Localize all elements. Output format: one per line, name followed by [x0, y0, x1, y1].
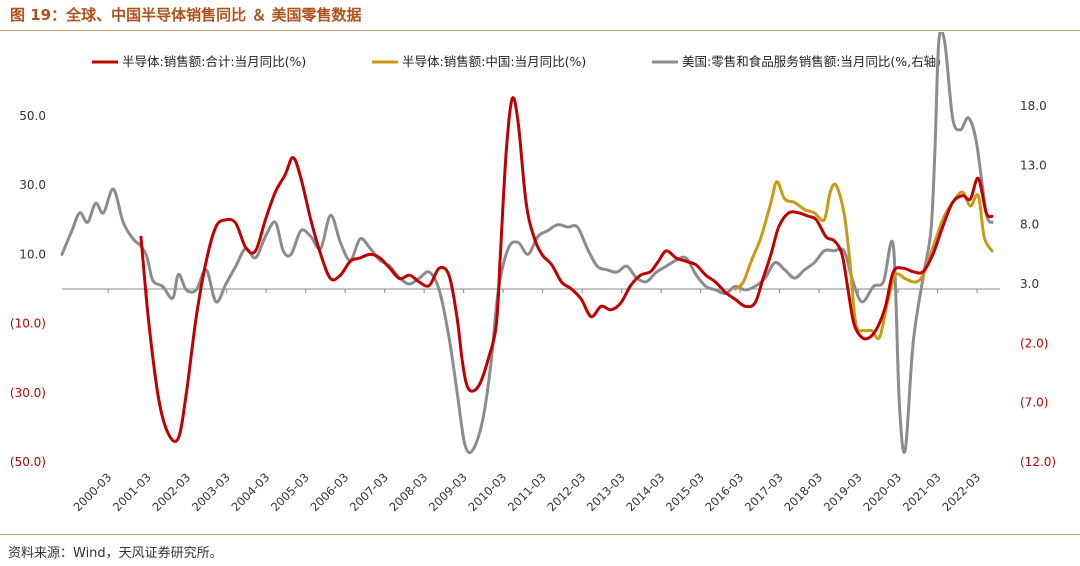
x-tick-label: 2006-03 — [307, 470, 351, 514]
x-tick-label: 2001-03 — [110, 470, 154, 514]
y-left-tick-label: (10.0) — [10, 317, 46, 331]
y-left-tick-label: 10.0 — [19, 247, 46, 261]
x-tick-label: 2013-03 — [584, 470, 628, 514]
x-tick-label: 2019-03 — [821, 470, 865, 514]
y-right-tick-label: 13.0 — [1020, 158, 1047, 172]
x-tick-label: 2016-03 — [702, 470, 746, 514]
legend-label: 美国:零售和食品服务销售额:当月同比(%,右轴) — [682, 54, 941, 69]
x-tick-label: 2022-03 — [939, 470, 983, 514]
x-tick-label: 2009-03 — [426, 470, 470, 514]
x-tick-label: 2003-03 — [189, 470, 233, 514]
x-tick-label: 2017-03 — [742, 470, 786, 514]
chart: 半导体:销售额:合计:当月同比(%) 半导体:销售额:中国:当月同比(%) 美国:零… — [10, 32, 1056, 514]
y-left-tick-label: (50.0) — [10, 455, 46, 469]
y-right-tick-label: 8.0 — [1020, 218, 1039, 232]
series-line-0 — [139, 96, 994, 443]
y-right-tick-label: (7.0) — [1020, 396, 1048, 410]
x-tick-label: 2011-03 — [505, 470, 549, 514]
source-rule — [0, 534, 1080, 535]
series-line-1 — [733, 180, 994, 341]
y-left-tick-label: 30.0 — [19, 178, 46, 192]
x-tick-label: 2000-03 — [70, 470, 114, 514]
x-tick-label: 2021-03 — [900, 470, 944, 514]
y-right-tick-label: (12.0) — [1020, 455, 1056, 469]
y-left-tick-label: (30.0) — [10, 386, 46, 400]
title-rule — [0, 30, 1080, 31]
series-lines — [60, 32, 994, 455]
x-tick-label: 2004-03 — [228, 470, 272, 514]
axes: 2000-032001-032002-032003-032004-032005-… — [10, 99, 1056, 514]
y-left-tick-label: 50.0 — [19, 109, 46, 123]
source-note: 资料来源：Wind，天风证券研究所。 — [8, 546, 223, 561]
legend-label: 半导体:销售额:合计:当月同比(%) — [122, 54, 306, 69]
legend: 半导体:销售额:合计:当月同比(%) 半导体:销售额:中国:当月同比(%) 美国:零… — [92, 54, 941, 69]
y-right-tick-label: (2.0) — [1020, 336, 1048, 350]
legend-label: 半导体:销售额:中国:当月同比(%) — [402, 54, 586, 69]
x-tick-label: 2012-03 — [544, 470, 588, 514]
x-tick-label: 2010-03 — [465, 470, 509, 514]
y-right-tick-label: 3.0 — [1020, 277, 1039, 291]
x-tick-label: 2005-03 — [268, 470, 312, 514]
x-tick-label: 2014-03 — [623, 470, 667, 514]
x-tick-label: 2002-03 — [149, 470, 193, 514]
x-tick-label: 2007-03 — [347, 470, 391, 514]
y-right-tick-label: 18.0 — [1020, 99, 1047, 113]
series-line-2 — [60, 32, 994, 455]
x-tick-label: 2008-03 — [386, 470, 430, 514]
x-tick-label: 2015-03 — [663, 470, 707, 514]
x-tick-label: 2020-03 — [860, 470, 904, 514]
x-tick-label: 2018-03 — [781, 470, 825, 514]
figure-title: 图 19：全球、中国半导体销售同比 ＆ 美国零售数据 — [10, 6, 362, 24]
